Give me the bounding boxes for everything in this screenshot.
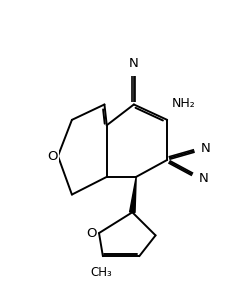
Polygon shape — [130, 177, 136, 213]
Text: N: N — [201, 142, 210, 155]
Text: N: N — [198, 172, 208, 185]
Text: N: N — [129, 57, 139, 70]
Text: CH₃: CH₃ — [90, 266, 112, 279]
Text: NH₂: NH₂ — [172, 97, 195, 110]
Text: O: O — [48, 150, 58, 162]
Text: O: O — [86, 226, 97, 240]
